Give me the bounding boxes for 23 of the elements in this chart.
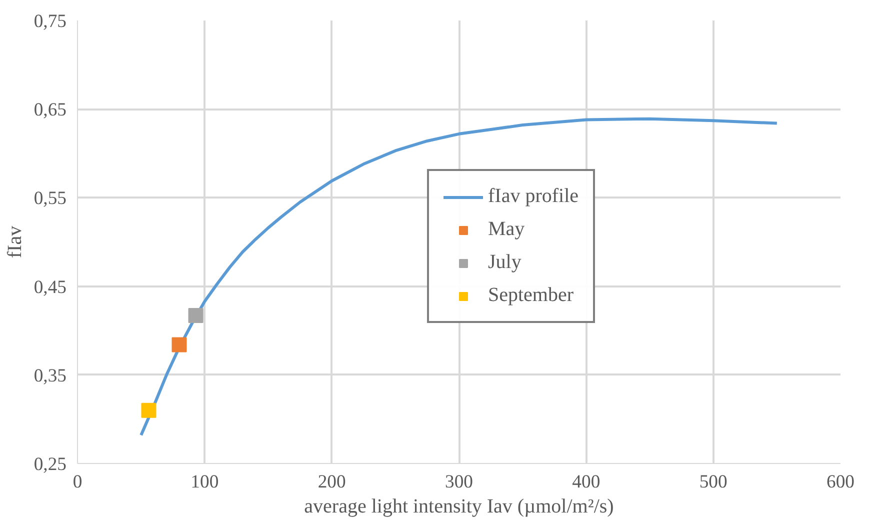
point (172, 337, 187, 352)
point (188, 308, 204, 324)
y-tick-label: 0,55 (34, 188, 67, 210)
legend-label: fIav profile (488, 185, 579, 208)
y-tick-label: 0,75 (34, 11, 67, 32)
line-series (140, 117, 778, 437)
x-tick-label: 300 (445, 472, 473, 492)
y-tick-label: 0,25 (34, 454, 67, 475)
x-tick-label: 500 (699, 472, 728, 492)
legend-label: September (488, 284, 574, 307)
x-tick-label: 100 (190, 472, 219, 492)
point (141, 402, 156, 418)
y-tick-label: 0,65 (34, 100, 67, 121)
x-tick-label: 400 (572, 472, 600, 492)
x-axis-title: average light intensity Iav (µmol/m²/s) (304, 496, 614, 518)
y-tick-label: 0,35 (34, 365, 67, 386)
x-tick-label: 600 (826, 472, 854, 492)
x-tick-label: 200 (318, 472, 346, 492)
y-tick-label: 0,45 (34, 276, 67, 298)
x-tick-label: 0 (72, 472, 82, 492)
y-axis-title: fIav (4, 226, 26, 258)
legend-label: July (488, 251, 522, 274)
legend-label: May (488, 218, 525, 241)
